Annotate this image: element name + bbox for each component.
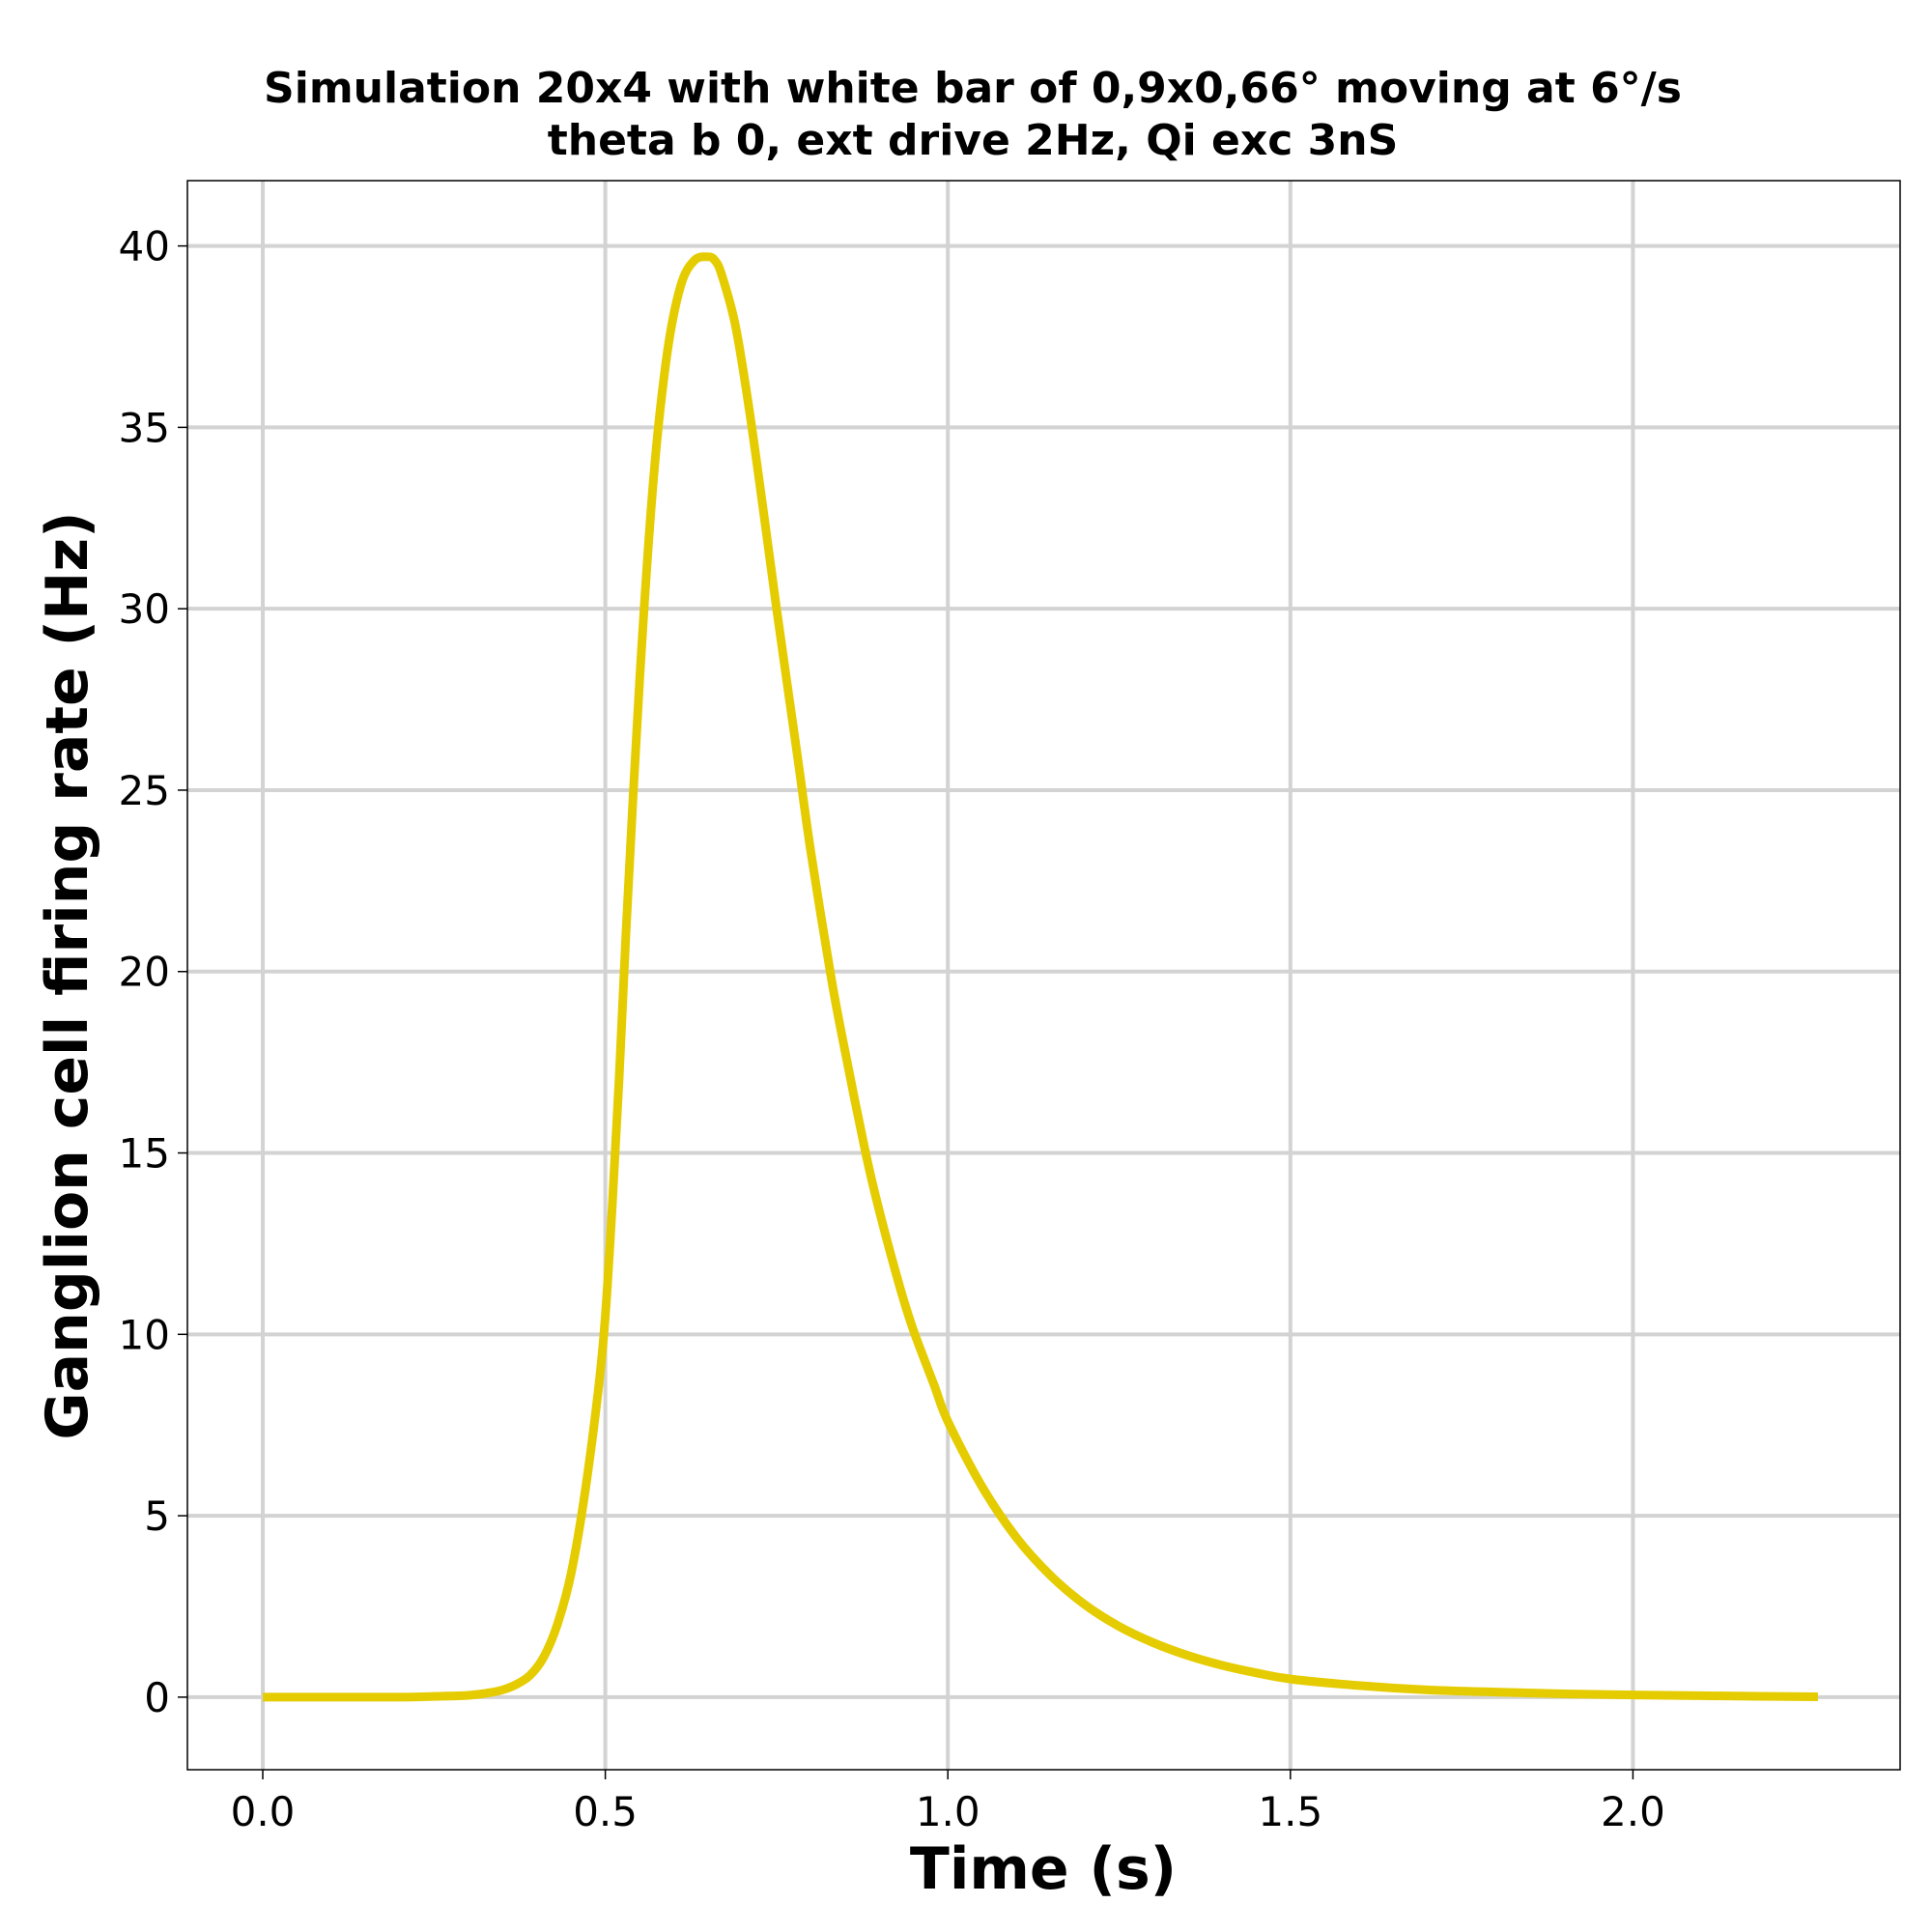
y-tick-label: 10 [119, 1311, 170, 1358]
x-tick-label: 0.5 [573, 1788, 638, 1835]
y-tick-label: 20 [119, 949, 170, 996]
y-tick-label: 40 [119, 223, 170, 270]
plot-frame [186, 180, 1901, 1771]
series-layer [263, 252, 1818, 1702]
firing-rate-line [263, 252, 1818, 1702]
y-tick-label: 0 [144, 1674, 170, 1721]
x-tick-label: 2.0 [1601, 1788, 1665, 1835]
y-tick-label: 5 [144, 1492, 170, 1540]
y-axis-label: Ganglion cell firing rate (Hz) [34, 511, 101, 1439]
y-tick-labels: 0 5 10 15 20 25 30 35 40 [119, 223, 187, 1721]
x-tick-label: 1.0 [916, 1788, 980, 1835]
x-axis-label: Time (s) [910, 1835, 1177, 1903]
x-tick-label: 0.0 [231, 1788, 296, 1835]
y-tick-label: 25 [119, 767, 170, 814]
chart-title: Simulation 20x4 with white bar of 0,9x0,… [264, 64, 1682, 113]
x-tick-labels: 0.0 0.5 1.0 1.5 2.0 [231, 1770, 1665, 1835]
y-tick-label: 35 [119, 404, 170, 451]
x-tick-label: 1.5 [1258, 1788, 1322, 1835]
grid [187, 181, 1900, 1770]
y-tick-label: 15 [119, 1130, 170, 1178]
y-tick-label: 30 [119, 585, 170, 633]
chart-subtitle: theta b 0, ext drive 2Hz, Qi exc 3nS [548, 116, 1399, 165]
